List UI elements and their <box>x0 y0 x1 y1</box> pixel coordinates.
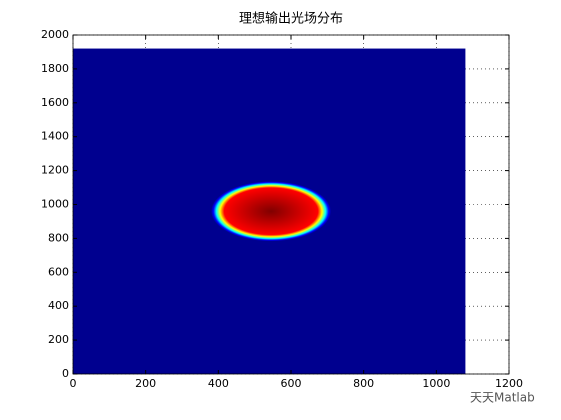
light-spot <box>211 181 332 242</box>
y-tick-label: 600 <box>48 265 69 278</box>
y-tick-label: 1600 <box>41 96 69 109</box>
y-tick-label: 200 <box>48 333 69 346</box>
y-tick-label: 1000 <box>41 198 69 211</box>
y-tick-label: 400 <box>48 299 69 312</box>
x-tick-label: 800 <box>353 377 374 390</box>
x-tick-label: 200 <box>135 377 156 390</box>
y-tick-label: 1800 <box>41 62 69 75</box>
chart-title: 理想输出光场分布 <box>239 11 343 27</box>
y-tick-label: 0 <box>62 367 69 380</box>
x-tick-label: 600 <box>281 377 302 390</box>
x-tick-label: 0 <box>70 377 77 390</box>
x-tick-label: 1000 <box>422 377 450 390</box>
y-tick-label: 2000 <box>41 28 69 41</box>
watermark: 天天Matlab <box>470 391 535 405</box>
y-tick-label: 1200 <box>41 164 69 177</box>
y-tick-label: 1400 <box>41 130 69 143</box>
x-tick-label: 1200 <box>495 377 523 390</box>
x-tick-label: 400 <box>208 377 229 390</box>
y-tick-label: 800 <box>48 231 69 244</box>
